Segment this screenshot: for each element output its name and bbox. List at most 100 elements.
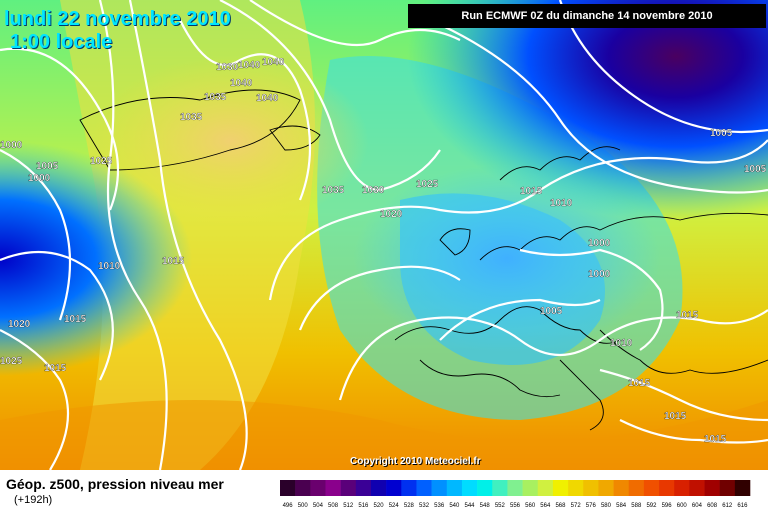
scale-tick-label: 600 bbox=[677, 503, 688, 509]
scale-tick-label: 536 bbox=[434, 503, 445, 509]
isobar-label: 1005 bbox=[36, 161, 59, 172]
isobar-label: 1035 bbox=[322, 185, 345, 196]
isobar-label: 1005 bbox=[710, 128, 733, 139]
scale-swatch bbox=[401, 480, 417, 496]
legend-title: Géop. z500, pression niveau mer bbox=[6, 476, 224, 492]
isobar-label: 1000 bbox=[28, 173, 51, 184]
isobars bbox=[0, 0, 768, 470]
scale-swatch bbox=[340, 480, 357, 496]
isobar-label: 1040 bbox=[262, 57, 285, 68]
isobar-label: 1025 bbox=[416, 179, 439, 190]
isobar-label: 1015 bbox=[162, 256, 185, 267]
scale-swatch bbox=[583, 480, 599, 496]
scale-tick-label: 580 bbox=[601, 503, 612, 509]
scale-tick-label: 604 bbox=[692, 503, 703, 509]
scale-tick-label: 516 bbox=[358, 503, 369, 509]
isobar-label: 1005 bbox=[744, 164, 767, 175]
isobar-label: 1025 bbox=[90, 156, 113, 167]
isobar-label: 1035 bbox=[204, 92, 227, 103]
model-run-label: Run ECMWF 0Z du dimanche 14 novembre 201… bbox=[408, 4, 766, 28]
coastlines bbox=[79, 89, 768, 431]
scale-tick-label: 528 bbox=[404, 503, 415, 509]
isobar-label: 1030 bbox=[216, 62, 239, 73]
scale-swatch bbox=[310, 480, 326, 496]
scale-tick-label: 588 bbox=[631, 503, 642, 509]
scale-tick-label: 568 bbox=[555, 503, 566, 509]
scale-swatch bbox=[280, 480, 296, 496]
scale-swatch bbox=[416, 480, 432, 496]
scale-tick-label: 572 bbox=[571, 503, 582, 509]
scale-tick-label: 544 bbox=[465, 503, 476, 509]
scale-swatch bbox=[477, 480, 493, 496]
isobar-label: 1015 bbox=[628, 378, 651, 389]
isobar-label: 1035 bbox=[180, 112, 203, 123]
isobar-label: 1000 bbox=[588, 269, 611, 280]
scale-tick-label: 532 bbox=[419, 503, 430, 509]
scale-swatch bbox=[492, 480, 508, 496]
scale-tick-label: 496 bbox=[283, 503, 294, 509]
scale-tick-label: 560 bbox=[525, 503, 536, 509]
isobar-label: 1030 bbox=[362, 185, 385, 196]
color-scale: 496 500 504 508 512 516 520 524 528 532 536 540 544 5… bbox=[280, 480, 751, 509]
scale-tick-label: 584 bbox=[616, 503, 627, 509]
scale-tick-label: 592 bbox=[646, 503, 657, 509]
scale-swatch bbox=[325, 480, 341, 496]
scale-swatch bbox=[643, 480, 660, 496]
isobar-label: 1000 bbox=[0, 140, 23, 151]
isobar-label: 1015 bbox=[664, 411, 687, 422]
scale-swatch bbox=[370, 480, 387, 496]
scale-swatch bbox=[659, 480, 675, 496]
scale-swatch bbox=[446, 480, 463, 496]
isobar-label: 1025 bbox=[0, 356, 23, 367]
isobar-label: 1010 bbox=[610, 338, 633, 349]
isobar-label: 1040 bbox=[256, 93, 279, 104]
scale-swatch bbox=[568, 480, 584, 496]
scale-swatch bbox=[522, 480, 539, 496]
forecast-time: 1:00 locale bbox=[10, 31, 113, 53]
copyright-text: Copyright 2010 Meteociel.fr bbox=[350, 456, 481, 467]
scale-tick-label: 504 bbox=[313, 503, 324, 509]
scale-tick-label: 556 bbox=[510, 503, 521, 509]
scale-swatch bbox=[613, 480, 630, 496]
scale-tick-label: 548 bbox=[480, 503, 491, 509]
isobar-label: 1015 bbox=[64, 314, 87, 325]
scale-swatch bbox=[704, 480, 720, 496]
isobar-label: 1015 bbox=[520, 186, 543, 197]
scale-swatch bbox=[431, 480, 448, 496]
scale-swatch bbox=[628, 480, 645, 496]
south-warm-band bbox=[0, 400, 768, 470]
isobar-label: 1020 bbox=[380, 209, 403, 220]
isobar-label: 1020 bbox=[8, 319, 31, 330]
greenland-high bbox=[0, 0, 768, 470]
scale-tick-label: 596 bbox=[662, 503, 673, 509]
isobar-label: 1015 bbox=[676, 310, 699, 321]
isobar-label: 1015 bbox=[44, 363, 67, 374]
scale-tick-label: 524 bbox=[389, 503, 400, 509]
isobar-label: 1010 bbox=[98, 261, 121, 272]
scale-swatch bbox=[674, 480, 690, 496]
scale-tick-label: 512 bbox=[343, 503, 354, 509]
scale-tick-label: 608 bbox=[707, 503, 718, 509]
scale-tick-label: 540 bbox=[449, 503, 460, 509]
isobar-label: 1040 bbox=[230, 78, 253, 89]
scale-tick-label: 564 bbox=[540, 503, 551, 509]
scale-swatch bbox=[689, 480, 705, 496]
weather-map: 1030 1040 1040 1040 1035 1040 1025 1035 … bbox=[0, 0, 768, 470]
scale-swatch bbox=[719, 480, 736, 496]
isobar-label: 1000 bbox=[588, 238, 611, 249]
scale-tick-label: 576 bbox=[586, 503, 597, 509]
scale-swatch bbox=[386, 480, 402, 496]
scale-tick-label: 552 bbox=[495, 503, 506, 509]
scale-tick-label: 520 bbox=[374, 503, 385, 509]
scale-tick-label: 508 bbox=[328, 503, 339, 509]
forecast-date: lundi 22 novembre 2010 bbox=[4, 8, 231, 30]
scale-swatch bbox=[537, 480, 554, 496]
scale-tick-label: 616 bbox=[737, 503, 748, 509]
isobar-labels: 1030 1040 1040 1040 1035 1040 1025 1035 … bbox=[0, 57, 767, 445]
isobar-label: 1040 bbox=[238, 60, 261, 71]
isobar-label: 1005 bbox=[540, 306, 563, 317]
scale-swatch bbox=[734, 480, 751, 496]
scale-tick-label: 612 bbox=[722, 503, 733, 509]
legend-subtitle: (+192h) bbox=[14, 494, 53, 506]
scale-swatch bbox=[507, 480, 523, 496]
